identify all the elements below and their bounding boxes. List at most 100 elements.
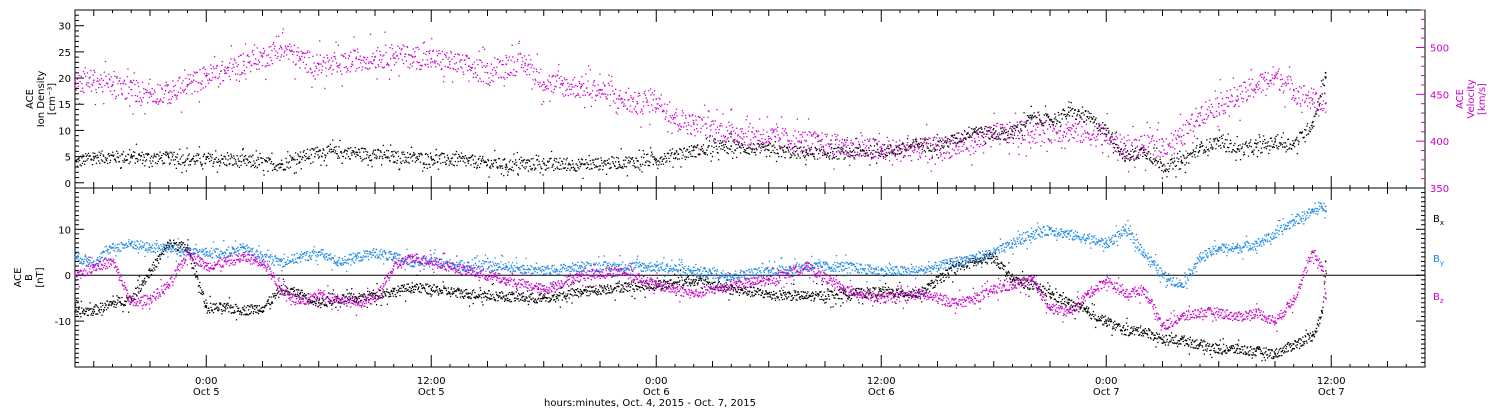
data-point bbox=[690, 133, 693, 135]
data-point bbox=[967, 132, 969, 134]
data-point bbox=[799, 134, 801, 136]
data-point bbox=[936, 149, 939, 151]
data-point bbox=[1069, 130, 1071, 132]
data-point bbox=[553, 75, 555, 77]
data-point bbox=[291, 159, 293, 161]
data-point bbox=[555, 86, 557, 88]
data-point bbox=[1216, 97, 1219, 99]
data-point bbox=[518, 158, 521, 160]
data-point bbox=[1179, 127, 1181, 130]
data-point bbox=[602, 169, 604, 171]
data-point bbox=[1059, 125, 1062, 128]
data-point bbox=[710, 152, 712, 155]
data-point bbox=[296, 51, 298, 53]
data-point bbox=[1152, 153, 1155, 156]
data-point bbox=[525, 59, 527, 61]
data-point bbox=[170, 151, 172, 153]
data-point bbox=[311, 71, 314, 73]
data-point bbox=[373, 149, 375, 151]
data-point bbox=[1049, 126, 1052, 128]
data-point bbox=[180, 92, 182, 94]
data-point bbox=[1261, 76, 1263, 78]
data-point bbox=[169, 240, 171, 242]
data-point bbox=[360, 62, 362, 64]
data-point bbox=[1090, 144, 1092, 146]
data-point bbox=[984, 125, 986, 128]
data-point bbox=[229, 78, 231, 81]
data-point bbox=[927, 138, 929, 141]
data-point bbox=[761, 138, 763, 140]
data-point bbox=[961, 139, 963, 141]
data-point bbox=[1258, 134, 1260, 136]
data-point bbox=[1179, 113, 1182, 115]
data-point bbox=[726, 138, 728, 140]
data-point bbox=[692, 155, 694, 157]
data-point bbox=[522, 60, 524, 63]
data-point bbox=[297, 51, 300, 53]
data-point bbox=[325, 67, 327, 69]
data-point bbox=[579, 82, 581, 85]
data-point bbox=[237, 165, 239, 167]
data-point bbox=[524, 62, 526, 65]
data-point bbox=[438, 64, 441, 66]
data-point bbox=[736, 139, 738, 142]
data-point bbox=[752, 148, 754, 150]
data-point bbox=[256, 68, 258, 70]
data-point bbox=[747, 152, 750, 155]
data-point bbox=[1023, 121, 1025, 123]
data-point bbox=[181, 82, 183, 84]
data-point bbox=[83, 309, 85, 312]
data-point bbox=[976, 133, 978, 135]
data-point bbox=[329, 143, 332, 145]
data-point bbox=[1097, 130, 1099, 132]
data-point bbox=[488, 176, 490, 178]
data-point bbox=[76, 87, 78, 89]
data-point bbox=[685, 150, 687, 152]
data-point bbox=[482, 159, 485, 161]
data-point bbox=[392, 161, 395, 163]
data-point bbox=[1302, 94, 1304, 96]
data-point bbox=[433, 60, 436, 62]
data-point bbox=[404, 56, 406, 58]
data-point bbox=[98, 308, 101, 310]
data-point bbox=[1253, 88, 1255, 90]
data-point bbox=[1126, 155, 1128, 157]
data-point bbox=[1273, 83, 1275, 85]
data-point bbox=[226, 165, 228, 167]
data-point bbox=[1165, 170, 1167, 172]
data-point bbox=[1049, 120, 1052, 122]
data-point bbox=[1092, 122, 1094, 124]
data-point bbox=[298, 60, 300, 62]
data-point bbox=[580, 158, 582, 160]
data-point bbox=[1271, 74, 1273, 76]
data-point bbox=[130, 154, 132, 156]
data-point bbox=[695, 119, 697, 121]
data-point bbox=[162, 153, 165, 155]
data-point bbox=[156, 101, 158, 103]
data-point bbox=[809, 149, 811, 151]
data-point bbox=[1119, 134, 1121, 136]
data-point bbox=[1263, 78, 1265, 80]
data-point bbox=[406, 152, 409, 154]
data-point bbox=[90, 158, 93, 160]
data-point bbox=[1029, 122, 1031, 124]
data-point bbox=[342, 54, 344, 56]
data-point bbox=[1042, 122, 1044, 124]
data-point bbox=[197, 278, 199, 280]
data-point bbox=[778, 156, 780, 158]
data-point bbox=[814, 131, 816, 133]
data-point bbox=[472, 63, 474, 65]
data-point bbox=[865, 145, 868, 147]
data-point bbox=[498, 158, 500, 160]
data-point bbox=[350, 152, 352, 154]
data-point bbox=[415, 68, 418, 70]
data-point bbox=[575, 170, 577, 172]
data-point bbox=[1245, 142, 1247, 144]
data-point bbox=[99, 311, 101, 314]
data-point bbox=[1046, 115, 1048, 117]
data-point bbox=[805, 151, 808, 154]
data-point bbox=[100, 74, 102, 76]
data-point bbox=[229, 62, 231, 64]
data-point bbox=[1113, 147, 1116, 149]
data-point bbox=[959, 137, 962, 140]
